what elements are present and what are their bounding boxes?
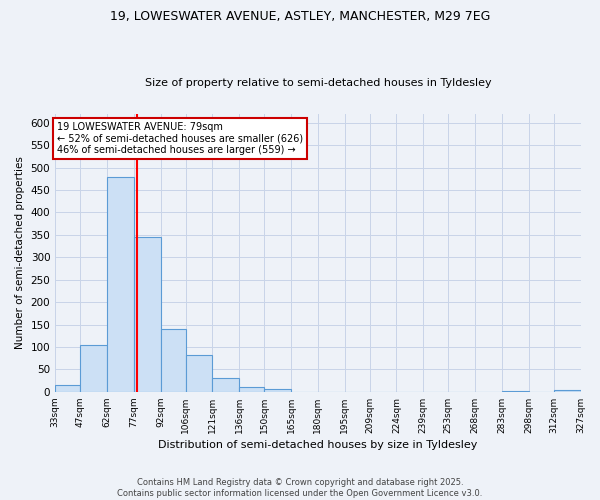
X-axis label: Distribution of semi-detached houses by size in Tyldesley: Distribution of semi-detached houses by …: [158, 440, 478, 450]
Text: 19, LOWESWATER AVENUE, ASTLEY, MANCHESTER, M29 7EG: 19, LOWESWATER AVENUE, ASTLEY, MANCHESTE…: [110, 10, 490, 23]
Bar: [161, 329, 185, 392]
Bar: [212, 378, 239, 392]
Bar: [55, 385, 80, 392]
Bar: [264, 389, 291, 392]
Text: Contains HM Land Registry data © Crown copyright and database right 2025.
Contai: Contains HM Land Registry data © Crown c…: [118, 478, 482, 498]
Bar: [107, 176, 134, 392]
Bar: [502, 391, 529, 392]
Bar: [239, 388, 264, 392]
Bar: [80, 344, 107, 392]
Y-axis label: Number of semi-detached properties: Number of semi-detached properties: [15, 156, 25, 349]
Text: 19 LOWESWATER AVENUE: 79sqm
← 52% of semi-detached houses are smaller (626)
46% : 19 LOWESWATER AVENUE: 79sqm ← 52% of sem…: [57, 122, 303, 155]
Bar: [185, 354, 212, 392]
Title: Size of property relative to semi-detached houses in Tyldesley: Size of property relative to semi-detach…: [145, 78, 491, 88]
Bar: [554, 390, 581, 392]
Bar: [134, 237, 161, 392]
